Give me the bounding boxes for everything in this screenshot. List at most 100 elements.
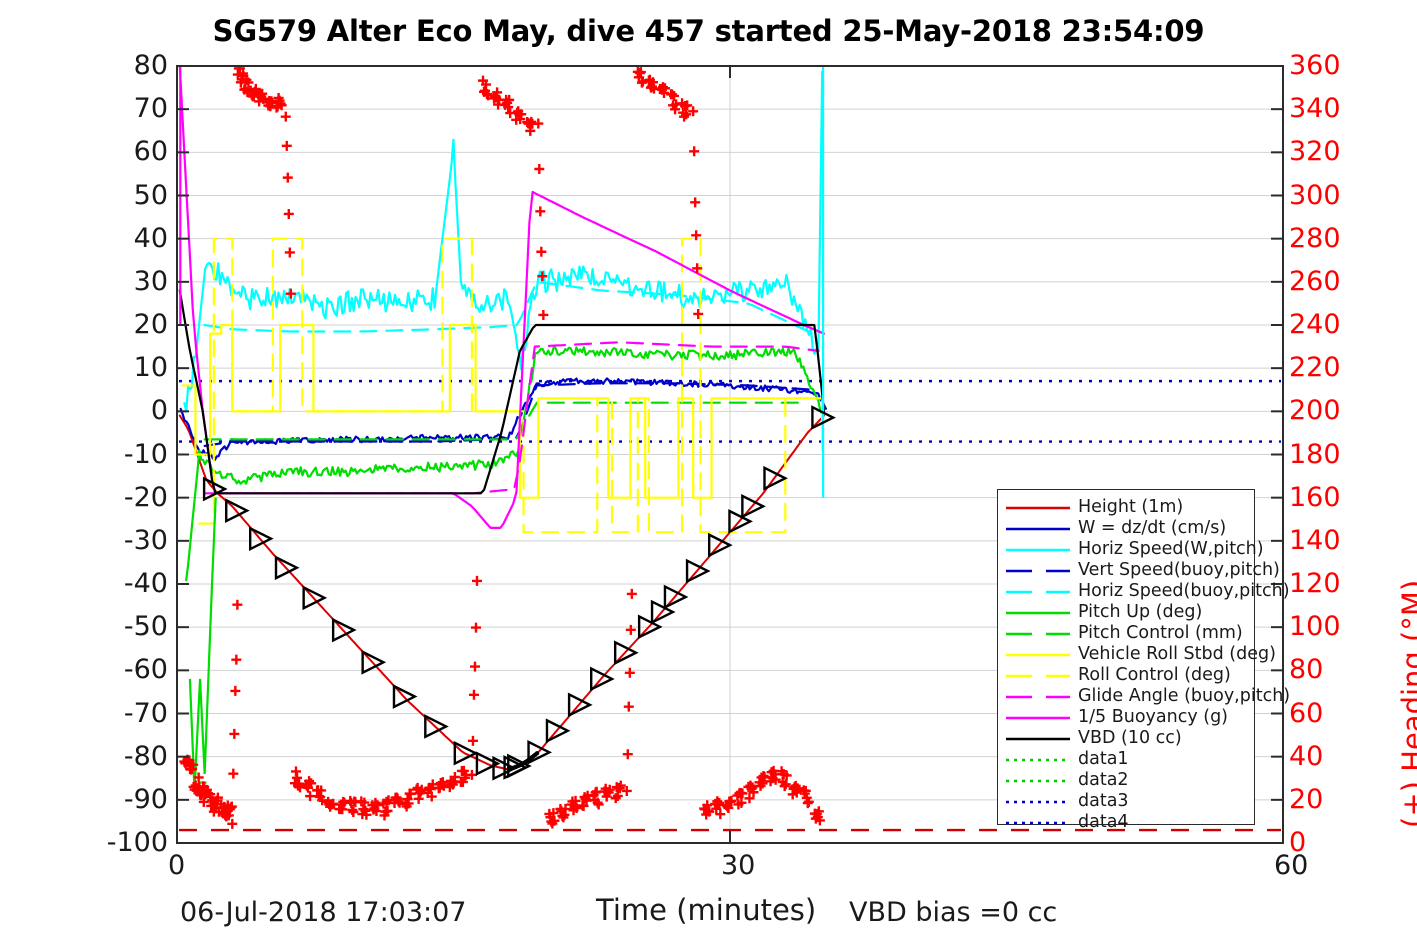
series-w-dz-dt-cm-s <box>179 377 827 461</box>
legend-label: data4 <box>1078 811 1129 832</box>
left-tick-40: 40 <box>133 222 168 254</box>
legend-label: Roll Control (deg) <box>1078 664 1231 685</box>
legend-item-1-5-buoyancy-g[interactable]: 1/5 Buoyancy (g) <box>998 707 1254 728</box>
heading-marker-layer <box>179 66 825 829</box>
left-tick-20: 20 <box>133 309 168 340</box>
legend-swatch <box>1004 498 1072 518</box>
legend-item-horiz-speed-buoy-pitch[interactable]: Horiz Speed(buoy,pitch) <box>998 581 1290 602</box>
left-tick-80: 80 <box>133 50 168 81</box>
legend-item-data1[interactable]: data1 <box>998 749 1254 770</box>
x-axis-label: Time (minutes) <box>596 893 817 927</box>
right-tick-60: 60 <box>1289 697 1324 729</box>
left-tick--10: -10 <box>123 438 168 470</box>
legend-item-w-dz-dt-cm-s[interactable]: W = dz/dt (cm/s) <box>998 518 1254 539</box>
legend-item-data4[interactable]: data4 <box>998 812 1254 833</box>
right-tick-100: 100 <box>1289 611 1341 643</box>
right-tick-240: 240 <box>1289 309 1341 340</box>
legend-label: Pitch Control (mm) <box>1078 622 1243 643</box>
legend-label: Horiz Speed(buoy,pitch) <box>1078 580 1290 601</box>
data-series-layer <box>178 66 1281 832</box>
series-glide-angle-buoy-pitch <box>203 341 820 495</box>
legend-swatch <box>1004 561 1072 581</box>
legend-swatch <box>1004 666 1072 686</box>
legend-label: Height (1m) <box>1078 496 1184 517</box>
right-tick-80: 80 <box>1289 654 1324 686</box>
legend-label: 1/5 Buoyancy (g) <box>1078 706 1229 727</box>
legend-label: VBD (10 cc) <box>1078 727 1182 748</box>
left-tick--40: -40 <box>123 568 168 599</box>
legend-label: Glide Angle (buoy,pitch) <box>1078 685 1291 706</box>
axis-ticks <box>176 65 1284 844</box>
legend-label: W = dz/dt (cm/s) <box>1078 517 1227 538</box>
legend-item-vert-speed-buoy-pitch[interactable]: Vert Speed(buoy,pitch) <box>998 560 1280 581</box>
legend-item-data3[interactable]: data3 <box>998 791 1254 812</box>
legend-swatch <box>1004 729 1072 749</box>
left-tick--30: -30 <box>123 524 168 556</box>
legend-swatch <box>1004 813 1072 833</box>
legend-label: data3 <box>1078 790 1129 811</box>
series-roll-control-deg <box>198 237 824 534</box>
legend-swatch <box>1004 582 1072 602</box>
left-tick--70: -70 <box>123 697 168 729</box>
legend-label: Vehicle Roll Stbd (deg) <box>1078 643 1276 664</box>
vbd-bias-note: VBD bias =0 cc <box>849 897 1058 928</box>
right-tick-340: 340 <box>1289 93 1341 125</box>
left-tick-70: 70 <box>133 93 168 125</box>
legend-item-glide-angle-buoy-pitch[interactable]: Glide Angle (buoy,pitch) <box>998 686 1290 707</box>
legend-swatch <box>1004 519 1072 539</box>
legend-item-data2[interactable]: data2 <box>998 770 1254 791</box>
right-tick-200: 200 <box>1289 395 1341 427</box>
right-tick-160: 160 <box>1289 481 1341 513</box>
right-tick-140: 140 <box>1289 524 1341 556</box>
left-tick-10: 10 <box>133 352 168 384</box>
left-tick--20: -20 <box>123 481 168 513</box>
legend-label: data1 <box>1078 748 1129 769</box>
right-tick-0: 0 <box>1289 827 1307 858</box>
right-tick-300: 300 <box>1289 179 1341 211</box>
right-tick-20: 20 <box>1289 783 1324 815</box>
series-vbd-10-cc <box>178 289 826 495</box>
right-tick-260: 260 <box>1289 265 1341 297</box>
legend[interactable]: Height (1m) W = dz/dt (cm/s) Horiz Speed(W… <box>997 489 1290 830</box>
left-tick--100: -100 <box>106 827 168 858</box>
left-tick--60: -60 <box>123 654 168 686</box>
right-tick-120: 120 <box>1289 568 1341 599</box>
left-tick-50: 50 <box>133 179 168 211</box>
legend-swatch <box>1004 687 1072 707</box>
series-height-1m <box>178 414 825 771</box>
legend-label: Pitch Up (deg) <box>1078 601 1203 622</box>
legend-item-vbd-10-cc[interactable]: VBD (10 cc) <box>998 728 1254 749</box>
legend-label: Horiz Speed(W,pitch) <box>1078 538 1264 559</box>
series-pitch-up-deg <box>185 345 824 582</box>
page-title: SG579 Alter Eco May, dive 457 started 25… <box>212 14 1205 48</box>
left-tick-60: 60 <box>133 136 168 168</box>
right-tick-320: 320 <box>1289 136 1341 168</box>
legend-swatch <box>1004 645 1072 665</box>
legend-item-height-1m[interactable]: Height (1m) <box>998 497 1254 518</box>
legend-swatch <box>1004 624 1072 644</box>
legend-label: data2 <box>1078 769 1129 790</box>
legend-swatch <box>1004 708 1072 728</box>
left-tick--90: -90 <box>123 783 168 815</box>
left-tick-30: 30 <box>133 265 168 297</box>
legend-swatch <box>1004 771 1072 791</box>
legend-item-roll-control-deg[interactable]: Roll Control (deg) <box>998 665 1254 686</box>
right-tick-220: 220 <box>1289 352 1341 384</box>
legend-swatch <box>1004 540 1072 560</box>
legend-item-horiz-speed-w-pitch[interactable]: Horiz Speed(W,pitch) <box>998 539 1264 560</box>
render-datestamp: 06-Jul-2018 17:03:07 <box>180 897 467 928</box>
x-tick-0: 0 <box>168 850 186 881</box>
right-tick-40: 40 <box>1289 740 1324 772</box>
dive-triangle-markers <box>202 405 836 781</box>
legend-item-pitch-up-deg[interactable]: Pitch Up (deg) <box>998 602 1254 623</box>
right-tick-280: 280 <box>1289 222 1341 254</box>
legend-item-pitch-control-mm[interactable]: Pitch Control (mm) <box>998 623 1254 644</box>
right-axis-label: (+) Heading (°M) <box>1396 579 1417 828</box>
legend-swatch <box>1004 603 1072 623</box>
legend-item-vehicle-roll-stbd-deg[interactable]: Vehicle Roll Stbd (deg) <box>998 644 1276 665</box>
legend-label: Vert Speed(buoy,pitch) <box>1078 559 1280 580</box>
right-tick-360: 360 <box>1289 50 1341 81</box>
series-horiz-speed-buoy-pitch <box>203 280 814 335</box>
